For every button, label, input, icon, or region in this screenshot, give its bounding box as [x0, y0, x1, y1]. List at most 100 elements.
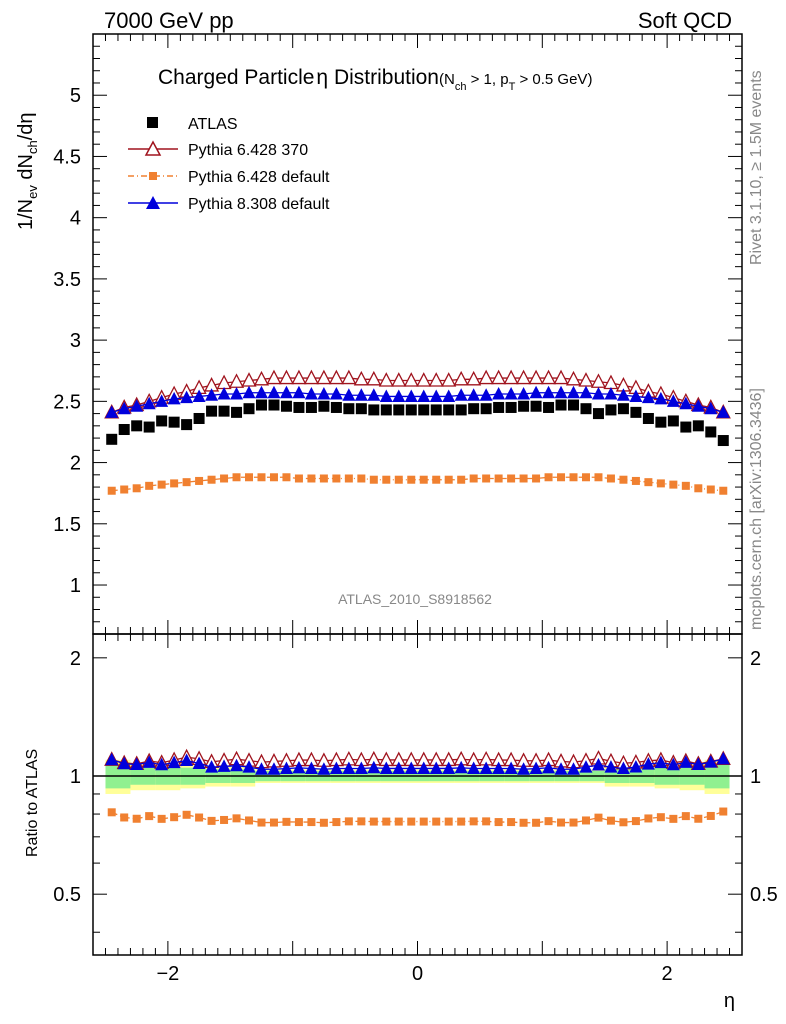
point-s2-21	[369, 475, 378, 484]
point-s2-42	[631, 476, 640, 485]
point-s3-3	[142, 755, 156, 768]
point-s1-14	[278, 369, 295, 385]
point-s2-8	[207, 816, 216, 825]
point-s2-31	[494, 818, 503, 827]
point-s3-47	[691, 757, 705, 771]
point-s3-40	[604, 387, 618, 400]
ylabel-part-0: 1/N	[15, 199, 37, 230]
point-s2-46	[681, 481, 690, 490]
point-s3-8	[205, 388, 219, 401]
series-3	[105, 385, 730, 418]
point-s0-20	[355, 403, 367, 415]
point-s2-13	[269, 818, 278, 827]
ratio-frame	[92, 633, 743, 956]
point-s1-28	[453, 370, 469, 386]
y-axis-label: 1/Nev dNch/dη	[15, 112, 40, 230]
ratio-ytick-label-right-1: 1	[750, 766, 761, 788]
point-s2-10	[232, 473, 241, 482]
point-s3-28	[454, 760, 468, 774]
point-s1-27	[441, 372, 457, 387]
point-s2-9	[220, 474, 229, 483]
point-s0-41	[617, 403, 629, 415]
point-s2-4	[157, 814, 166, 823]
point-s2-23	[394, 475, 403, 484]
point-s2-34	[532, 818, 541, 827]
point-s0-35	[543, 401, 555, 413]
legend-marker-atlas	[147, 117, 158, 128]
point-s3-33	[517, 387, 531, 400]
point-s2-12	[257, 818, 266, 827]
point-s2-15	[294, 474, 303, 483]
main-ytick-label-7: 4.5	[53, 146, 81, 168]
point-s3-35	[542, 385, 556, 399]
legend: ATLAS Pythia 6.428 370 Pythia 6.428 defa…	[128, 116, 330, 213]
point-s3-34	[529, 385, 543, 399]
ratio-ytick-label-right-0: 0.5	[750, 884, 778, 906]
point-s3-27	[442, 761, 456, 774]
main-ytick-label-8: 5	[70, 85, 81, 107]
point-s0-21	[368, 404, 380, 416]
legend-label-pythia6-370: Pythia 6.428 370	[188, 142, 308, 159]
ratio-ytick-label-left-0: 0.5	[53, 884, 81, 906]
point-s3-22	[379, 761, 393, 774]
point-s0-8	[206, 405, 218, 417]
point-s3-7	[192, 756, 206, 769]
point-s2-11	[245, 473, 254, 482]
ratio-ytick-label-left-1: 1	[70, 766, 81, 788]
point-s0-14	[280, 400, 292, 412]
point-s3-30	[479, 761, 493, 774]
point-s3-4	[155, 394, 169, 407]
series-0	[106, 399, 729, 447]
point-s3-42	[629, 389, 643, 402]
point-s3-38	[579, 760, 593, 773]
point-s2-41	[619, 475, 628, 484]
point-s0-48	[705, 426, 717, 438]
point-s2-23	[394, 817, 403, 826]
point-s2-35	[544, 473, 553, 482]
point-s2-28	[457, 475, 466, 484]
point-s3-40	[604, 760, 618, 773]
point-s3-35	[542, 760, 556, 774]
point-s0-9	[218, 405, 230, 417]
point-s2-1	[120, 813, 129, 822]
point-s2-3	[145, 481, 154, 490]
main-ytick-label-2: 2	[70, 453, 81, 475]
point-s3-10	[230, 387, 244, 400]
point-s1-29	[466, 370, 482, 386]
point-s3-41	[616, 761, 630, 774]
point-s0-38	[580, 403, 592, 415]
series-2	[107, 807, 728, 827]
point-s0-44	[655, 416, 667, 428]
point-s3-19	[342, 388, 356, 401]
point-s2-7	[195, 476, 204, 485]
point-s2-0	[107, 808, 116, 817]
title-cut-sub2: T	[509, 81, 516, 93]
point-s3-26	[429, 389, 443, 402]
point-s3-45	[666, 394, 680, 407]
point-s2-18	[332, 474, 341, 483]
point-s3-14	[279, 761, 293, 775]
point-s2-40	[606, 816, 615, 825]
point-s2-15	[294, 818, 303, 827]
point-s3-34	[529, 761, 543, 775]
point-s0-11	[243, 403, 255, 415]
point-s2-13	[269, 473, 278, 482]
point-s0-17	[318, 400, 330, 412]
title-rest: Distribution	[328, 66, 439, 89]
title-main: Charged Particle	[158, 66, 314, 89]
point-s3-33	[517, 762, 531, 775]
xtick-label-2: 2	[662, 963, 673, 985]
point-s2-44	[656, 813, 665, 822]
point-s1-15	[291, 369, 307, 385]
point-s3-0	[105, 405, 119, 418]
point-s2-43	[644, 478, 653, 487]
point-s2-2	[132, 484, 141, 493]
point-s3-44	[654, 391, 668, 405]
point-s3-49	[716, 751, 730, 765]
point-s0-39	[592, 408, 604, 420]
point-s0-13	[268, 399, 280, 411]
point-s2-32	[507, 818, 516, 827]
point-s0-31	[493, 401, 505, 413]
point-s0-3	[143, 421, 155, 433]
header-right: Soft QCD	[638, 8, 732, 33]
